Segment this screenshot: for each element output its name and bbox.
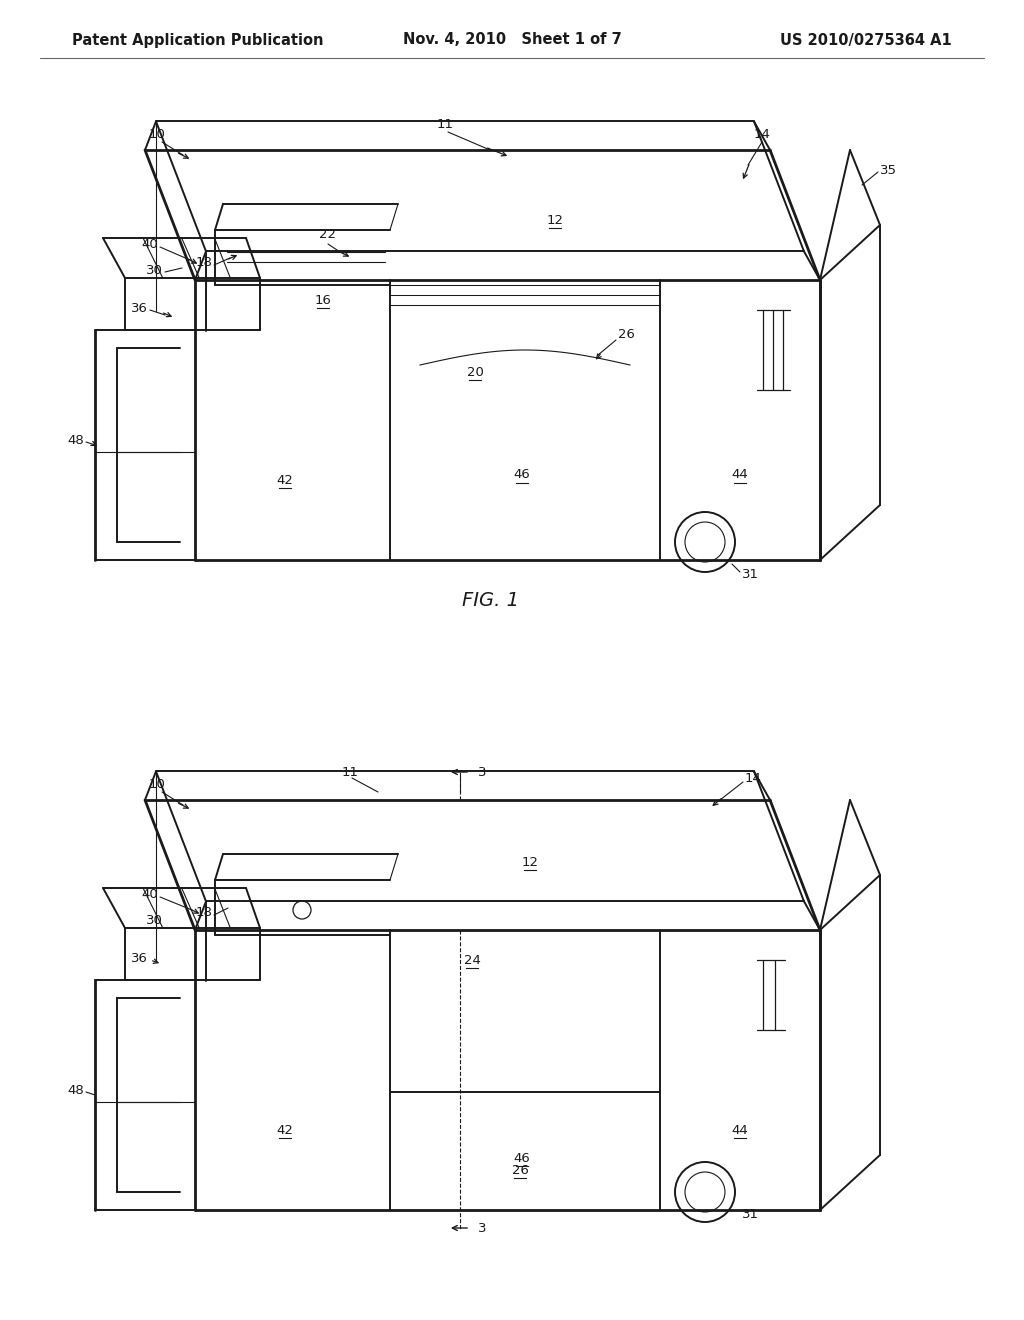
Text: 16: 16 <box>314 293 332 306</box>
Text: 14: 14 <box>745 771 762 784</box>
Text: 30: 30 <box>146 913 163 927</box>
Text: US 2010/0275364 A1: US 2010/0275364 A1 <box>780 33 952 48</box>
Text: 3: 3 <box>478 766 486 779</box>
Text: 10: 10 <box>148 779 166 792</box>
Text: Nov. 4, 2010   Sheet 1 of 7: Nov. 4, 2010 Sheet 1 of 7 <box>402 33 622 48</box>
Text: 24: 24 <box>464 953 480 966</box>
Text: Patent Application Publication: Patent Application Publication <box>72 33 324 48</box>
Text: 40: 40 <box>141 888 158 902</box>
Text: 12: 12 <box>547 214 563 227</box>
Text: 35: 35 <box>880 164 897 177</box>
Text: 22: 22 <box>319 228 337 242</box>
Text: 48: 48 <box>68 1084 84 1097</box>
Text: 10: 10 <box>148 128 166 141</box>
Text: FIG. 1: FIG. 1 <box>462 590 518 610</box>
Text: 44: 44 <box>731 469 749 482</box>
Text: 3: 3 <box>478 1221 486 1234</box>
Text: 26: 26 <box>618 329 635 342</box>
Text: 18: 18 <box>196 906 212 919</box>
Text: 12: 12 <box>521 855 539 869</box>
Text: 31: 31 <box>742 1208 759 1221</box>
Text: 18: 18 <box>196 256 212 268</box>
Text: 31: 31 <box>742 569 759 582</box>
Text: 36: 36 <box>131 952 148 965</box>
Text: 44: 44 <box>731 1123 749 1137</box>
Text: 40: 40 <box>141 239 158 252</box>
Text: 11: 11 <box>436 119 454 132</box>
Text: 48: 48 <box>68 433 84 446</box>
Text: 20: 20 <box>467 366 483 379</box>
Text: 42: 42 <box>276 1123 294 1137</box>
Text: 30: 30 <box>146 264 163 276</box>
Text: 26: 26 <box>512 1163 528 1176</box>
Text: 11: 11 <box>341 766 358 779</box>
Text: 36: 36 <box>131 301 148 314</box>
Text: 46: 46 <box>514 1151 530 1164</box>
Text: 14: 14 <box>754 128 770 141</box>
Text: 46: 46 <box>514 469 530 482</box>
Text: 42: 42 <box>276 474 294 487</box>
